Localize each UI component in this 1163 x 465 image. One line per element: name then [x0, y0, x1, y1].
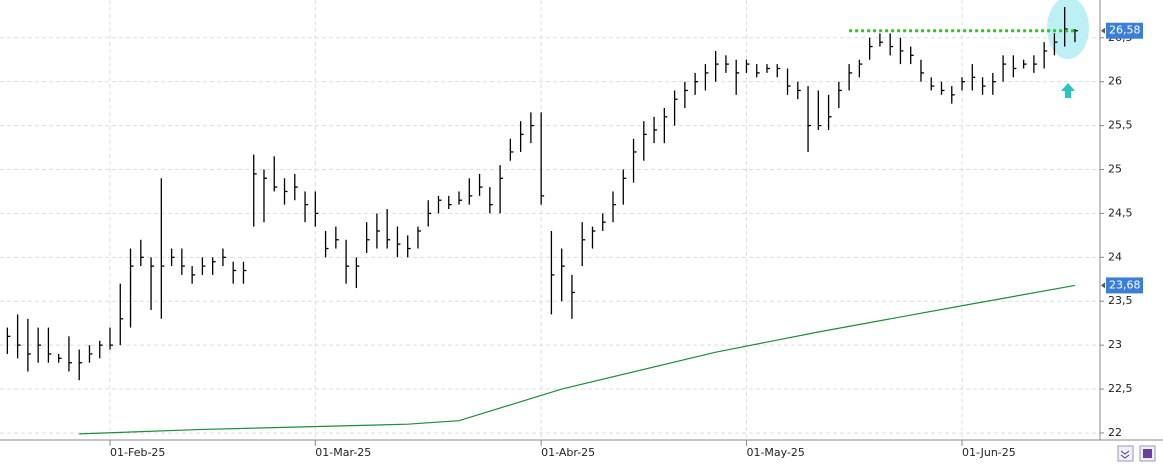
- price-label: 26,58: [1109, 24, 1141, 37]
- x-tick-label: 01-Mar-25: [315, 446, 371, 459]
- grid: [0, 0, 1100, 440]
- plot: [0, 7, 1078, 435]
- price-label-pointer: [1101, 27, 1105, 34]
- price-label: 23,68: [1109, 278, 1141, 291]
- y-tick-label: 22,5: [1108, 382, 1133, 395]
- x-tick-label: 01-Feb-25: [110, 446, 165, 459]
- arrow-icon: [1061, 83, 1075, 98]
- price-label-box: [1106, 22, 1143, 39]
- y-tick-label: 22: [1108, 426, 1122, 439]
- x-tick-label: 01-May-25: [746, 446, 804, 459]
- y-tick-label: 24: [1108, 250, 1122, 263]
- y-tick-label: 24,5: [1108, 206, 1133, 219]
- x-tick-label: 01-Jun-25: [962, 446, 1016, 459]
- x-tick-label: 01-Abr-25: [541, 446, 595, 459]
- price-label-box: [1106, 277, 1143, 294]
- y-tick-label: 25: [1108, 163, 1122, 176]
- y-tick-label: 25,5: [1108, 119, 1133, 132]
- moving-average-line: [79, 284, 1076, 435]
- save-icon: [1143, 449, 1152, 458]
- y-tick-label: 23: [1108, 338, 1122, 351]
- y-tick-label: 23,5: [1108, 294, 1133, 307]
- price-label-pointer: [1101, 282, 1105, 289]
- y-tick-label: 26: [1108, 75, 1122, 88]
- scroll-icon: [1120, 450, 1130, 459]
